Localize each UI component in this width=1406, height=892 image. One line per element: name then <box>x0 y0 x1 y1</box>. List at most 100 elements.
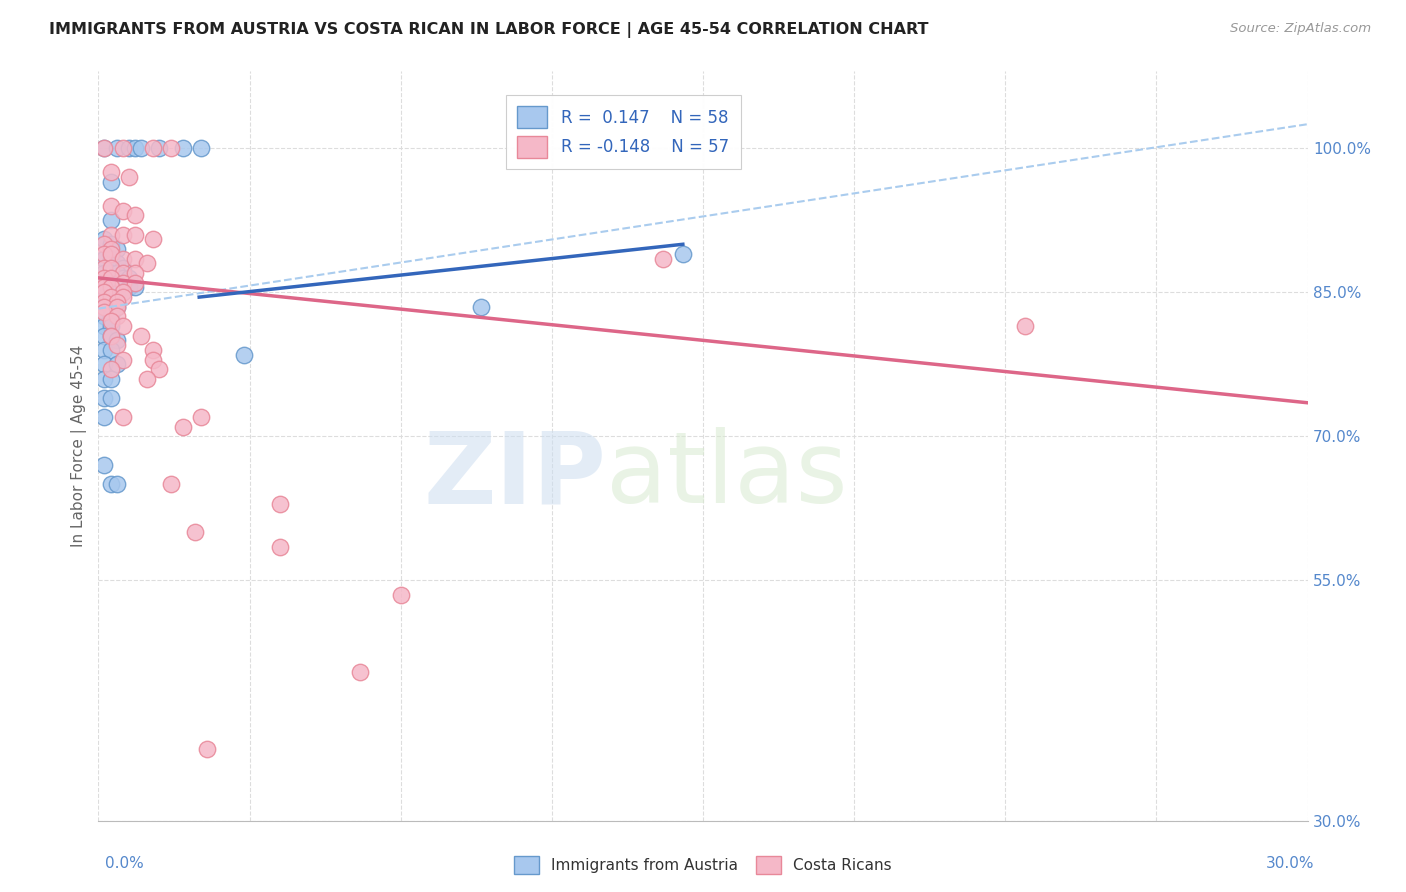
Point <box>93 300 115 314</box>
Point <box>142 352 165 367</box>
Point <box>135 256 157 270</box>
Point <box>111 227 134 242</box>
Point <box>100 280 122 294</box>
Point <box>100 242 122 256</box>
Point <box>93 304 115 318</box>
Point <box>100 247 122 261</box>
Point <box>105 357 128 371</box>
Point <box>111 141 134 155</box>
Point <box>100 266 122 280</box>
Point <box>93 318 115 333</box>
Point <box>129 328 152 343</box>
Point <box>124 209 146 223</box>
Point <box>195 741 218 756</box>
Point <box>93 285 115 300</box>
Point <box>160 477 183 491</box>
Point <box>100 294 122 309</box>
Point <box>142 232 165 246</box>
Point <box>172 419 194 434</box>
Point <box>100 165 122 179</box>
Text: 0.0%: 0.0% <box>105 856 145 871</box>
Point <box>100 300 122 314</box>
Point <box>100 227 122 242</box>
Point <box>93 261 115 276</box>
Text: IMMIGRANTS FROM AUSTRIA VS COSTA RICAN IN LABOR FORCE | AGE 45-54 CORRELATION CH: IMMIGRANTS FROM AUSTRIA VS COSTA RICAN I… <box>49 22 929 38</box>
Point <box>232 348 254 362</box>
Point <box>100 213 122 227</box>
Point <box>100 318 122 333</box>
Point <box>105 477 128 491</box>
Point <box>118 141 141 155</box>
Point <box>105 285 128 300</box>
Point <box>105 242 128 256</box>
Point <box>105 300 128 314</box>
Point <box>105 266 128 280</box>
Point <box>269 497 291 511</box>
Point <box>93 290 115 304</box>
Point <box>111 203 134 218</box>
Point <box>124 227 146 242</box>
Text: ZIP: ZIP <box>423 427 606 524</box>
Point <box>93 304 115 318</box>
Point <box>100 310 122 324</box>
Point <box>111 285 134 300</box>
Point <box>93 237 115 252</box>
Point <box>349 665 371 679</box>
Point <box>93 141 115 155</box>
Point <box>111 280 134 294</box>
Point <box>111 252 134 266</box>
Legend: R =  0.147    N = 58, R = -0.148    N = 57: R = 0.147 N = 58, R = -0.148 N = 57 <box>506 95 741 169</box>
Point <box>124 141 146 155</box>
Point <box>160 141 183 155</box>
Point <box>190 141 212 155</box>
Point <box>100 252 122 266</box>
Point <box>105 300 128 314</box>
Point <box>93 285 115 300</box>
Point <box>142 141 165 155</box>
Y-axis label: In Labor Force | Age 45-54: In Labor Force | Age 45-54 <box>72 345 87 547</box>
Point <box>93 410 115 425</box>
Point <box>100 276 122 290</box>
Point <box>100 199 122 213</box>
Point <box>100 372 122 386</box>
Point <box>93 357 115 371</box>
Point <box>93 294 115 309</box>
Point <box>124 252 146 266</box>
Point <box>105 256 128 270</box>
Point <box>93 391 115 405</box>
Point <box>172 141 194 155</box>
Legend: Immigrants from Austria, Costa Ricans: Immigrants from Austria, Costa Ricans <box>508 850 898 880</box>
Point <box>100 290 122 304</box>
Point <box>100 343 122 357</box>
Point <box>100 328 122 343</box>
Point <box>93 280 115 294</box>
Point <box>118 169 141 184</box>
Point <box>100 304 122 318</box>
Text: atlas: atlas <box>606 427 848 524</box>
Point <box>93 276 115 290</box>
Point <box>100 175 122 189</box>
Point <box>111 276 134 290</box>
Point <box>100 285 122 300</box>
Point <box>111 318 134 333</box>
Point <box>111 285 134 300</box>
Point <box>100 290 122 304</box>
Point <box>105 338 128 352</box>
Point <box>100 261 122 276</box>
Point <box>105 141 128 155</box>
Point <box>93 247 115 261</box>
Point <box>184 525 207 540</box>
Point <box>100 391 122 405</box>
Point <box>93 310 115 324</box>
Text: Source: ZipAtlas.com: Source: ZipAtlas.com <box>1230 22 1371 36</box>
Point <box>111 410 134 425</box>
Point <box>93 271 115 285</box>
Point <box>93 232 115 246</box>
Point <box>105 294 128 309</box>
Point <box>93 266 115 280</box>
Point <box>100 314 122 328</box>
Point <box>124 266 146 280</box>
Point <box>148 362 170 376</box>
Point <box>389 588 412 602</box>
Point <box>129 141 152 155</box>
